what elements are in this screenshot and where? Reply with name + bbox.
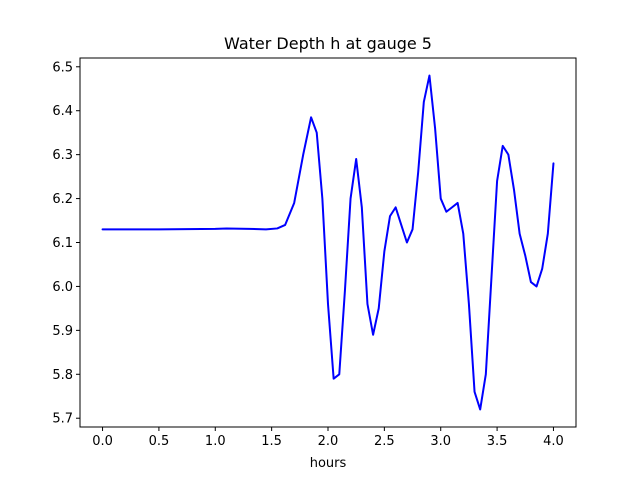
- series-line-0: [101, 74, 555, 411]
- y-tick-label: 6.5: [52, 60, 73, 75]
- y-tick-label: 6.2: [52, 192, 73, 207]
- x-tick-label: 3.5: [487, 434, 508, 449]
- y-tick-label: 5.8: [52, 368, 73, 383]
- y-tick-label: 6.0: [52, 280, 73, 295]
- y-tick-label: 6.4: [52, 104, 73, 119]
- x-tick-label: 1.5: [261, 434, 282, 449]
- axes-frame: [79, 57, 577, 428]
- x-axis-label: hours: [310, 456, 347, 471]
- y-tick-label: 5.9: [52, 324, 73, 339]
- x-tick-label: 0.5: [149, 434, 170, 449]
- plot-area: 0.0 0.5 1.0 1.5 2.0 2.5 3.0 3.5 4.0 5.7 5.8 5.9 6.0 6…: [52, 57, 577, 449]
- x-tick-label: 3.0: [430, 434, 451, 449]
- x-tick-label: 2.0: [318, 434, 339, 449]
- x-tick-label: 4.0: [543, 434, 564, 449]
- x-tick-label: 2.5: [374, 434, 395, 449]
- y-tick-label: 6.3: [52, 148, 73, 163]
- x-tick-label: 1.0: [205, 434, 226, 449]
- chart-title: Water Depth h at gauge 5: [224, 34, 432, 53]
- y-tick-label: 5.7: [52, 412, 73, 427]
- y-tick-label: 6.1: [52, 236, 73, 251]
- x-tick-label: 0.0: [92, 434, 113, 449]
